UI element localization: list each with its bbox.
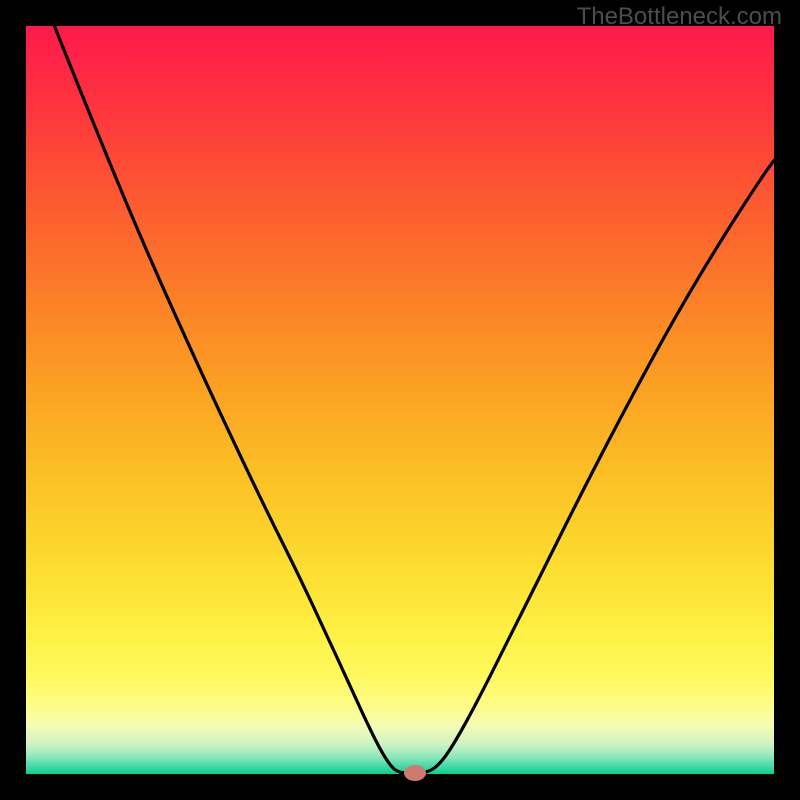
watermark-text: TheBottleneck.com xyxy=(577,3,782,31)
chart-container: TheBottleneck.com xyxy=(0,0,800,800)
valley-curve xyxy=(54,26,774,773)
valley-marker xyxy=(404,765,426,781)
curve-layer xyxy=(26,26,774,774)
plot-area xyxy=(26,26,774,774)
